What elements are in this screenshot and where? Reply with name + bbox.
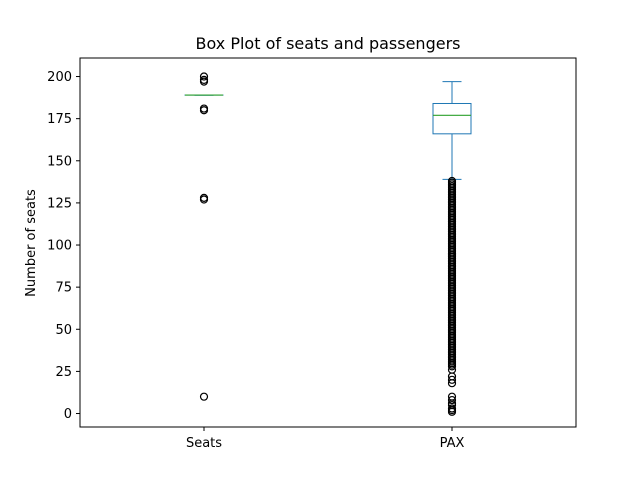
y-tick-label: 125: [47, 196, 72, 211]
chart-title: Box Plot of seats and passengers: [196, 34, 461, 53]
y-tick-label: 175: [47, 112, 72, 127]
y-tick-label: 25: [55, 365, 72, 380]
pax-outlier-point: [447, 379, 457, 388]
plot-frame: [79, 57, 577, 428]
seats-outlier-point: [199, 392, 209, 401]
y-tick-label: 75: [55, 281, 72, 296]
y-tick-label: 150: [47, 154, 72, 169]
pax-outlier-point: [447, 407, 457, 416]
x-tick-label: Seats: [186, 436, 222, 451]
pax-outlier-point: [447, 375, 457, 384]
y-tick-label: 200: [47, 70, 72, 85]
plot-area: 0 25 50 75 100 125 150 175 200 Seats PAX: [47, 57, 577, 451]
seats-outlier-point: [199, 77, 209, 86]
y-tick-label: 50: [55, 323, 72, 338]
y-axis-label: Number of seats: [24, 189, 39, 297]
seats-outlier-point: [199, 106, 209, 115]
seats-outlier-point: [199, 72, 209, 81]
pax-outlier-point: [447, 395, 457, 405]
x-tick-label: PAX: [440, 436, 465, 451]
pax-outlier-point: [447, 362, 457, 371]
y-tick-label: 100: [47, 239, 72, 254]
seats-outlier-point: [199, 195, 209, 204]
pax-box: [432, 102, 472, 135]
y-tick-label: 0: [64, 407, 72, 422]
